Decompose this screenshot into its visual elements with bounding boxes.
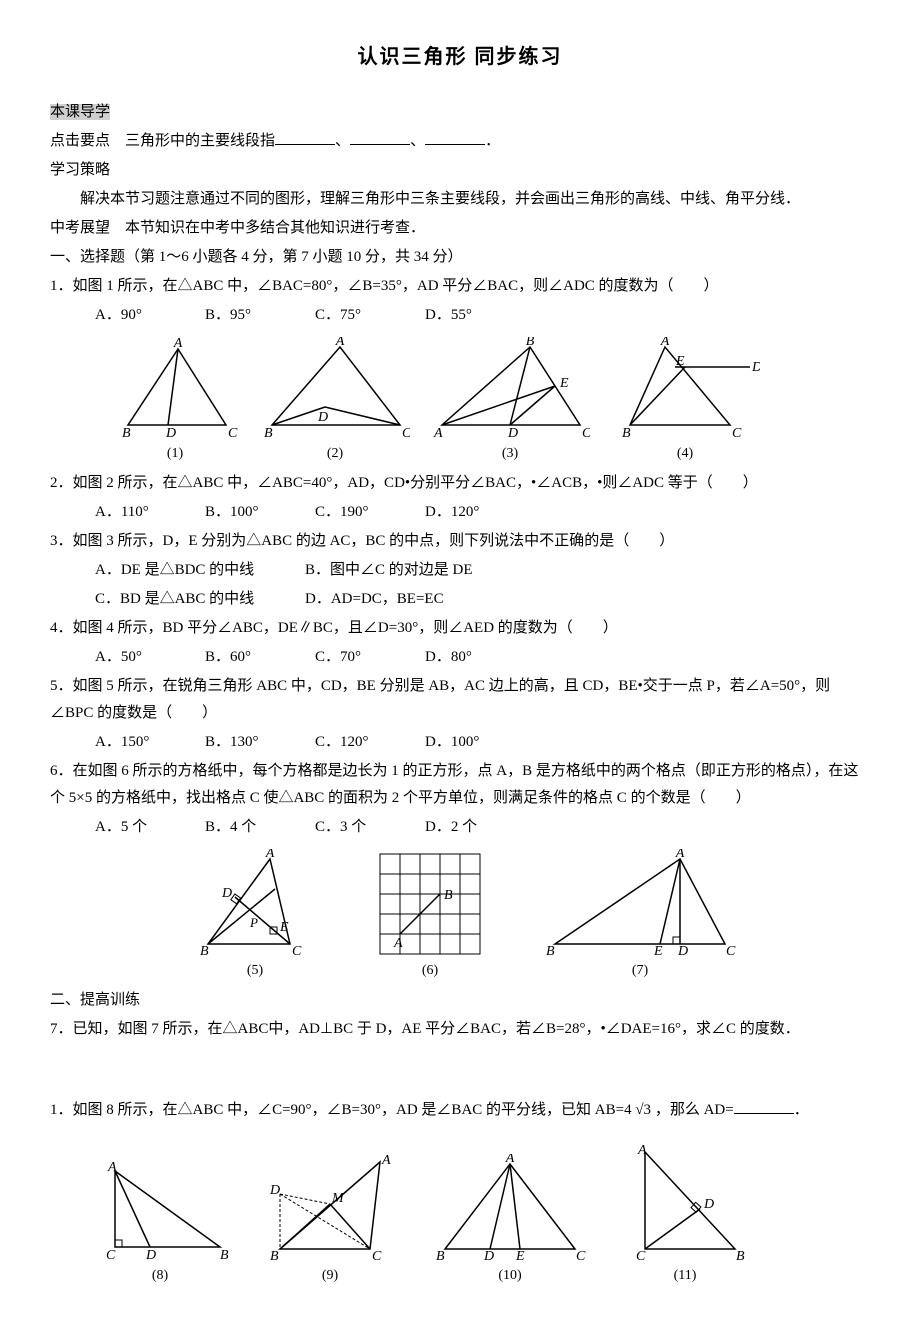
svg-text:A: A	[637, 1144, 647, 1158]
svg-text:E: E	[675, 354, 685, 369]
page-title: 认识三角形 同步练习	[50, 40, 870, 69]
figure-11: A C D B	[620, 1144, 750, 1264]
figure-5: A B C D P E	[190, 849, 320, 959]
q3-options-1: A．DE 是△BDC 的中线B．图中∠C 的对边是 DE	[50, 557, 870, 584]
svg-text:B: B	[122, 426, 131, 441]
svg-text:D: D	[507, 426, 518, 441]
strategy-label: 学习策略	[50, 157, 870, 184]
svg-text:B: B	[200, 944, 209, 959]
svg-text:A: A	[505, 1154, 515, 1166]
figure-2: A B D C	[260, 337, 410, 442]
svg-text:A: A	[173, 337, 183, 351]
svg-text:A: A	[393, 936, 403, 951]
svg-text:C: C	[402, 426, 410, 441]
figure-4: A B E D C	[610, 337, 760, 442]
exam-line: 中考展望 本节知识在中考中多结合其他知识进行考查．	[50, 215, 870, 242]
figure-10: A B D E C	[430, 1154, 590, 1264]
svg-text:A: A	[675, 849, 685, 861]
figure-6: A B	[370, 849, 490, 959]
svg-text:E: E	[559, 376, 569, 391]
svg-text:D: D	[221, 886, 232, 901]
svg-text:D: D	[317, 410, 328, 425]
q3-options-2: C．BD 是△ABC 的中线D．AD=DC，BE=EC	[50, 586, 870, 613]
svg-text:D: D	[165, 426, 176, 441]
q5: 5．如图 5 所示，在锐角三角形 ABC 中，CD，BE 分别是 AB，AC 边…	[50, 673, 870, 727]
section1-heading: 一、选择题（第 1～6 小题各 4 分，第 7 小题 10 分，共 34 分）	[50, 244, 870, 271]
q4: 4．如图 4 所示，BD 平分∠ABC，DE∥BC，且∠D=30°，则∠AED …	[50, 615, 870, 642]
keypoint-line: 点击要点 三角形中的主要线段指、、．	[50, 128, 870, 155]
svg-text:M: M	[331, 1191, 345, 1206]
q2-options: A．110°B．100°C．190°D．120°	[50, 499, 870, 526]
svg-text:A: A	[433, 426, 443, 441]
q4-options: A．50°B．60°C．70°D．80°	[50, 644, 870, 671]
strategy-text: 解决本节习题注意通过不同的图形，理解三角形中三条主要线段，并会画出三角形的高线、…	[50, 186, 870, 213]
svg-text:B: B	[444, 888, 453, 903]
q1-options: A．90°B．95°C．75°D．55°	[50, 302, 870, 329]
svg-text:B: B	[264, 426, 273, 441]
q5-options: A．150°B．130°C．120°D．100°	[50, 729, 870, 756]
q7: 7．已知，如图 7 所示，在△ABC中，AD⊥BC 于 D，AE 平分∠BAC，…	[50, 1016, 870, 1043]
figures-row-2: A B C D P E (5) A B (6) A B	[190, 849, 870, 979]
svg-text:C: C	[106, 1248, 116, 1263]
svg-text:D: D	[677, 944, 688, 959]
svg-text:B: B	[736, 1249, 745, 1264]
svg-text:A: A	[265, 849, 275, 861]
q1: 1．如图 1 所示，在△ABC 中，∠BAC=80°，∠B=35°，AD 平分∠…	[50, 273, 870, 300]
intro-section: 本课导学	[50, 99, 870, 126]
svg-text:B: B	[546, 944, 555, 959]
svg-text:C: C	[732, 426, 742, 441]
q6: 6．在如图 6 所示的方格纸中，每个方格都是边长为 1 的正方形，点 A，B 是…	[50, 758, 870, 812]
svg-text:D: D	[483, 1249, 494, 1264]
svg-text:B: B	[622, 426, 631, 441]
svg-text:C: C	[228, 426, 238, 441]
svg-text:D: D	[145, 1248, 156, 1263]
svg-text:D: D	[751, 360, 760, 375]
svg-text:C: C	[726, 944, 736, 959]
svg-text:C: C	[576, 1249, 586, 1264]
figure-8: A C D B	[90, 1159, 230, 1264]
svg-text:D: D	[269, 1183, 280, 1198]
svg-text:E: E	[653, 944, 663, 959]
q8: 1．如图 8 所示，在△ABC 中，∠C=90°，∠B=30°，AD 是∠BAC…	[50, 1097, 870, 1124]
figures-row-3: A C D B (8) A B C D M (9) A B D	[90, 1144, 870, 1284]
svg-text:C: C	[636, 1249, 646, 1264]
q3: 3．如图 3 所示，D，E 分别为△ABC 的边 AC，BC 的中点，则下列说法…	[50, 528, 870, 555]
svg-text:A: A	[107, 1160, 117, 1175]
svg-text:C: C	[292, 944, 302, 959]
figure-9: A B C D M	[260, 1154, 400, 1264]
figure-3: B A D E C	[430, 337, 590, 442]
svg-text:B: B	[526, 337, 535, 349]
section2-heading: 二、提高训练	[50, 987, 870, 1014]
svg-text:A: A	[660, 337, 670, 349]
figure-1: A B D C	[110, 337, 240, 442]
svg-text:E: E	[279, 920, 289, 935]
svg-text:A: A	[335, 337, 345, 349]
q6-options: A．5 个B．4 个C．3 个D．2 个	[50, 814, 870, 841]
svg-text:E: E	[515, 1249, 525, 1264]
svg-text:D: D	[703, 1197, 714, 1212]
q2: 2．如图 2 所示，在△ABC 中，∠ABC=40°，AD，CD•分别平分∠BA…	[50, 470, 870, 497]
svg-text:B: B	[270, 1249, 279, 1264]
svg-text:B: B	[220, 1248, 229, 1263]
svg-text:P: P	[249, 915, 258, 930]
svg-text:C: C	[582, 426, 590, 441]
svg-text:A: A	[381, 1154, 391, 1168]
figure-7: A B E D C	[540, 849, 740, 959]
figures-row-1: A B D C (1) A B D C (2) B A D E C	[110, 337, 870, 462]
svg-text:B: B	[436, 1249, 445, 1264]
svg-text:C: C	[372, 1249, 382, 1264]
